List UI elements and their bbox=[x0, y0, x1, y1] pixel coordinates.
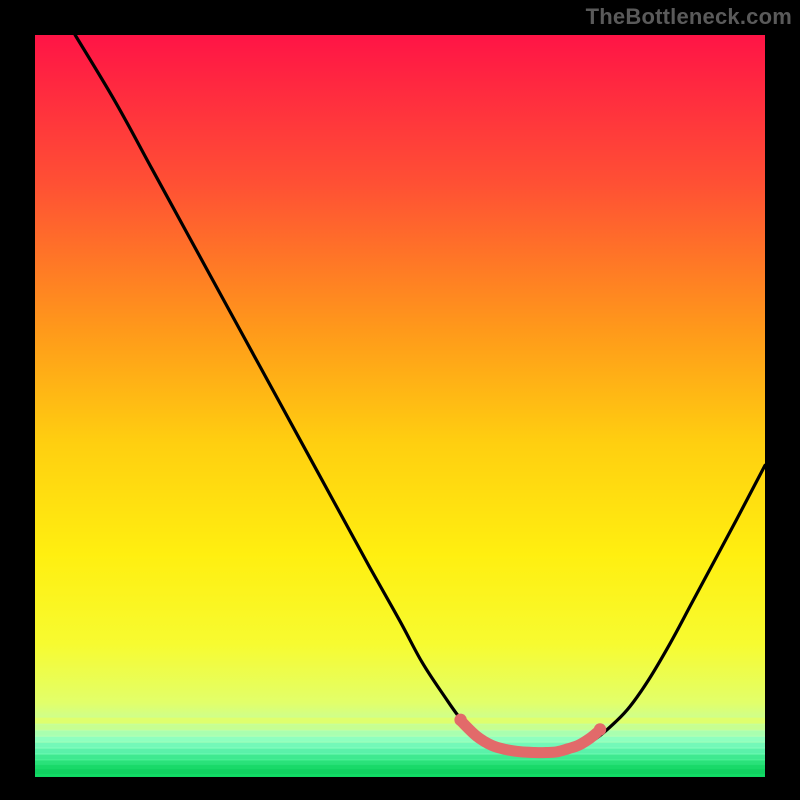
watermark-text: TheBottleneck.com bbox=[586, 4, 792, 30]
bottleneck-chart bbox=[0, 0, 800, 800]
optimum-endpoint-dot bbox=[454, 714, 466, 726]
optimum-endpoint-dot bbox=[594, 723, 606, 735]
